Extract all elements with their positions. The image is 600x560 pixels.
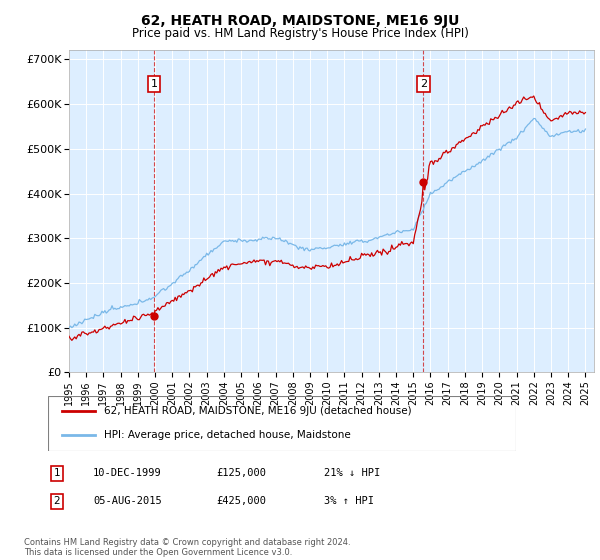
Text: 62, HEATH ROAD, MAIDSTONE, ME16 9JU (detached house): 62, HEATH ROAD, MAIDSTONE, ME16 9JU (det… xyxy=(104,407,412,416)
Text: HPI: Average price, detached house, Maidstone: HPI: Average price, detached house, Maid… xyxy=(104,431,351,440)
Text: Price paid vs. HM Land Registry's House Price Index (HPI): Price paid vs. HM Land Registry's House … xyxy=(131,27,469,40)
Text: 62, HEATH ROAD, MAIDSTONE, ME16 9JU: 62, HEATH ROAD, MAIDSTONE, ME16 9JU xyxy=(141,14,459,28)
Text: Contains HM Land Registry data © Crown copyright and database right 2024.
This d: Contains HM Land Registry data © Crown c… xyxy=(24,538,350,557)
Text: £125,000: £125,000 xyxy=(216,468,266,478)
Text: 3% ↑ HPI: 3% ↑ HPI xyxy=(324,496,374,506)
Text: 21% ↓ HPI: 21% ↓ HPI xyxy=(324,468,380,478)
Text: £425,000: £425,000 xyxy=(216,496,266,506)
Text: 1: 1 xyxy=(53,468,61,478)
Text: 2: 2 xyxy=(419,79,427,89)
Text: 2: 2 xyxy=(53,496,61,506)
Text: 1: 1 xyxy=(151,79,158,89)
Text: 05-AUG-2015: 05-AUG-2015 xyxy=(93,496,162,506)
Text: 10-DEC-1999: 10-DEC-1999 xyxy=(93,468,162,478)
